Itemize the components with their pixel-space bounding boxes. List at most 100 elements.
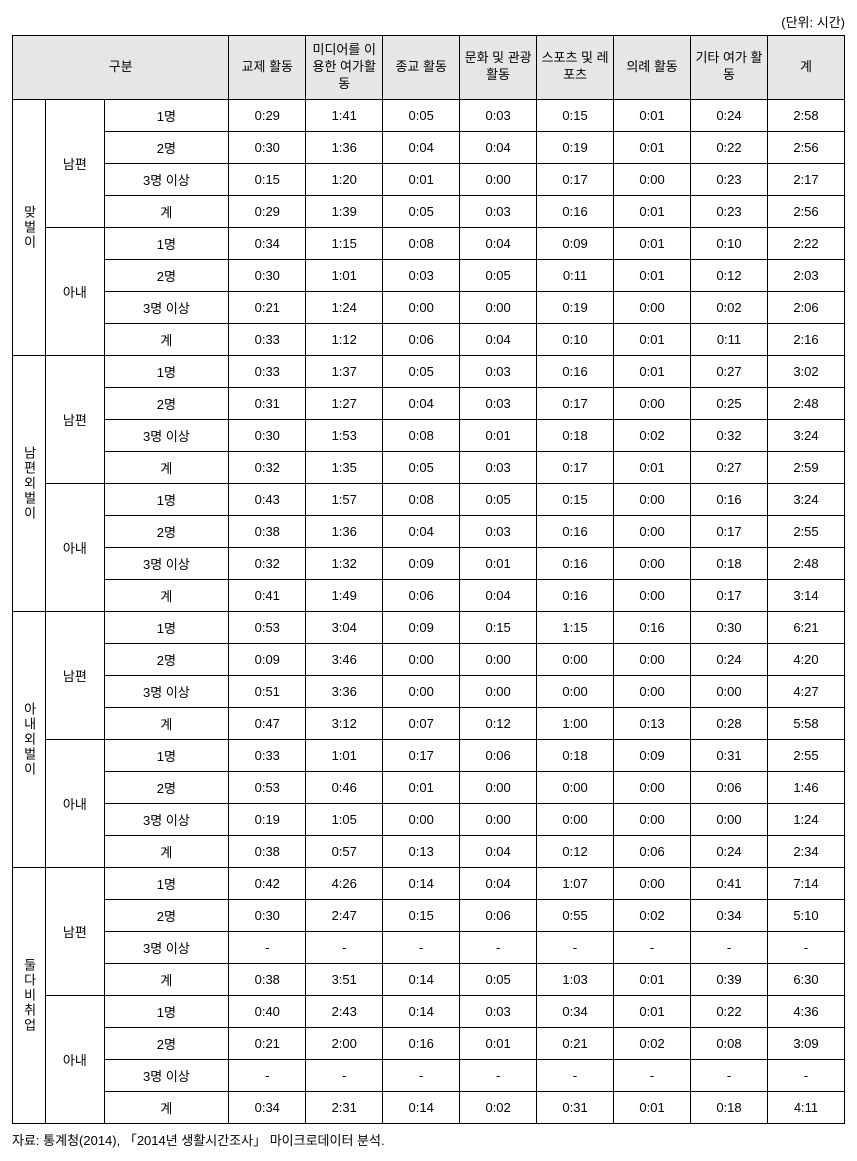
cell-value: 0:03 (460, 195, 537, 227)
cell-value: 0:29 (229, 99, 306, 131)
cell-value: 0:03 (460, 387, 537, 419)
cell-value: 3:09 (767, 1027, 844, 1059)
cell-value: 1:49 (306, 579, 383, 611)
cell-value: 0:18 (537, 739, 614, 771)
cell-value: 0:07 (383, 707, 460, 739)
cell-value: 6:21 (767, 611, 844, 643)
cell-value: 0:14 (383, 867, 460, 899)
cell-value: 0:34 (229, 1091, 306, 1123)
cell-value: 0:00 (614, 515, 691, 547)
count-label: 1명 (104, 99, 229, 131)
cell-value: 0:05 (383, 99, 460, 131)
cell-value: 6:30 (767, 963, 844, 995)
cell-value: 0:31 (537, 1091, 614, 1123)
cell-value: 0:01 (614, 323, 691, 355)
spouse-label: 아내 (46, 739, 104, 867)
count-label: 계 (104, 451, 229, 483)
cell-value: 0:06 (691, 771, 768, 803)
cell-value: 0:30 (691, 611, 768, 643)
cell-value: 0:08 (383, 483, 460, 515)
cell-value: 4:11 (767, 1091, 844, 1123)
cell-value: 4:36 (767, 995, 844, 1027)
cell-value: 0:34 (229, 227, 306, 259)
cell-value: 0:00 (460, 291, 537, 323)
cell-value: 0:32 (229, 547, 306, 579)
cell-value: 0:01 (614, 99, 691, 131)
cell-value: 0:24 (691, 643, 768, 675)
cell-value: 0:01 (614, 1091, 691, 1123)
cell-value: 0:16 (383, 1027, 460, 1059)
count-label: 2명 (104, 131, 229, 163)
group-label: 아내외벌이 (13, 611, 46, 867)
header-col-2: 종교 활동 (383, 36, 460, 100)
count-label: 3명 이상 (104, 547, 229, 579)
cell-value: 2:43 (306, 995, 383, 1027)
cell-value: 0:04 (460, 227, 537, 259)
cell-value: - (229, 931, 306, 963)
cell-value: 3:24 (767, 419, 844, 451)
table-row: 계0:321:350:050:030:170:010:272:59 (13, 451, 845, 483)
cell-value: 0:23 (691, 163, 768, 195)
count-label: 계 (104, 579, 229, 611)
cell-value: 0:21 (537, 1027, 614, 1059)
cell-value: 0:30 (229, 131, 306, 163)
cell-value: 0:09 (229, 643, 306, 675)
cell-value: 0:00 (614, 867, 691, 899)
cell-value: 0:01 (614, 227, 691, 259)
cell-value: - (691, 1059, 768, 1091)
header-col-3: 문화 및 관광 활동 (460, 36, 537, 100)
count-label: 계 (104, 1091, 229, 1123)
count-label: 계 (104, 963, 229, 995)
cell-value: 2:34 (767, 835, 844, 867)
cell-value: 0:12 (691, 259, 768, 291)
group-label: 맞벌이 (13, 99, 46, 355)
cell-value: 0:38 (229, 963, 306, 995)
cell-value: 1:05 (306, 803, 383, 835)
cell-value: 0:06 (383, 579, 460, 611)
spouse-label: 아내 (46, 227, 104, 355)
cell-value: 0:32 (691, 419, 768, 451)
cell-value: 0:27 (691, 451, 768, 483)
group-label: 둘다비취업 (13, 867, 46, 1123)
table-row: 계0:342:310:140:020:310:010:184:11 (13, 1091, 845, 1123)
spouse-label: 아내 (46, 483, 104, 611)
cell-value: 4:27 (767, 675, 844, 707)
cell-value: 0:21 (229, 291, 306, 323)
cell-value: 0:15 (229, 163, 306, 195)
table-row: 3명 이상0:321:320:090:010:160:000:182:48 (13, 547, 845, 579)
cell-value: 2:56 (767, 195, 844, 227)
cell-value: 0:03 (460, 355, 537, 387)
cell-value: 0:23 (691, 195, 768, 227)
table-row: 계0:291:390:050:030:160:010:232:56 (13, 195, 845, 227)
cell-value: 0:03 (460, 451, 537, 483)
cell-value: 0:05 (460, 483, 537, 515)
count-label: 3명 이상 (104, 163, 229, 195)
cell-value: 0:00 (614, 547, 691, 579)
cell-value: 0:17 (537, 163, 614, 195)
cell-value: 0:00 (537, 771, 614, 803)
cell-value: - (383, 1059, 460, 1091)
cell-value: 0:16 (614, 611, 691, 643)
cell-value: 2:59 (767, 451, 844, 483)
cell-value: 0:00 (691, 675, 768, 707)
cell-value: 0:00 (537, 675, 614, 707)
cell-value: 0:31 (229, 387, 306, 419)
table-row: 아내외벌이남편1명0:533:040:090:151:150:160:306:2… (13, 611, 845, 643)
cell-value: 0:25 (691, 387, 768, 419)
cell-value: 0:15 (537, 483, 614, 515)
cell-value: 0:01 (614, 963, 691, 995)
cell-value: 0:06 (614, 835, 691, 867)
cell-value: 0:00 (614, 291, 691, 323)
cell-value: 1:53 (306, 419, 383, 451)
cell-value: 0:14 (383, 1091, 460, 1123)
cell-value: 1:32 (306, 547, 383, 579)
count-label: 3명 이상 (104, 931, 229, 963)
cell-value: 1:37 (306, 355, 383, 387)
header-col-6: 기타 여가 활동 (691, 36, 768, 100)
cell-value: 3:46 (306, 643, 383, 675)
cell-value: 1:20 (306, 163, 383, 195)
cell-value: 0:12 (537, 835, 614, 867)
cell-value: 0:43 (229, 483, 306, 515)
spouse-label: 남편 (46, 867, 104, 995)
cell-value: - (767, 931, 844, 963)
